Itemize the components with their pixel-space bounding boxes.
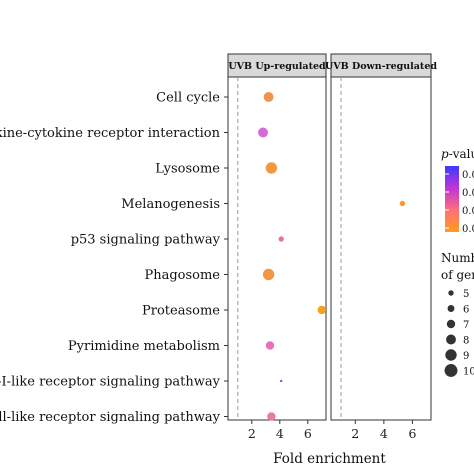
color-legend-title-rest: -value — [449, 147, 474, 161]
size-legend-dot — [446, 334, 456, 345]
size-legend-title-line1: Numb — [441, 251, 474, 265]
color-legend-tick-label: 0.0 — [462, 224, 474, 235]
data-point — [265, 341, 275, 350]
size-legend-label: 5 — [463, 289, 469, 300]
size-legend-title-line2: of gen — [441, 268, 474, 282]
data-point — [278, 236, 284, 242]
x-tick-label: 6 — [304, 426, 312, 441]
size-legend-dot — [447, 305, 455, 312]
y-tick-label: Phagosome — [144, 268, 220, 283]
x-tick-label: 2 — [351, 426, 359, 441]
y-tick-label: Pyrimidine metabolism — [68, 339, 220, 354]
size-legend-label: 9 — [463, 351, 469, 362]
x-tick-label: 2 — [248, 426, 256, 441]
y-tick-label: Cell cycle — [156, 91, 220, 106]
y-tick-label: Melanogenesis — [121, 197, 220, 212]
size-legend-dot — [446, 319, 456, 329]
color-legend-title-italic: p — [441, 147, 449, 161]
data-point — [262, 268, 275, 281]
facet-strip-label: UVB Up-regulated — [228, 61, 326, 72]
data-point — [267, 412, 276, 421]
y-tick-label: ytokine-cytokine receptor interaction — [0, 126, 221, 141]
x-tick-label: 4 — [380, 426, 388, 441]
data-point — [258, 127, 268, 138]
color-legend-tick-label: 0.0 — [462, 170, 474, 181]
data-point — [280, 379, 283, 383]
size-legend-label: 8 — [463, 336, 469, 347]
y-tick-label: Proteasome — [142, 304, 220, 319]
panel-frame — [227, 76, 327, 421]
size-legend-label: 6 — [463, 305, 469, 316]
panel-frame — [330, 76, 432, 421]
y-tick-label: p53 signaling pathway — [71, 233, 221, 248]
data-point — [399, 200, 406, 207]
y-tick-label: Lysosome — [155, 162, 220, 177]
data-point — [317, 305, 326, 315]
y-tick-label: IG-I-like receptor signaling pathway — [0, 375, 221, 390]
size-legend-dot — [445, 349, 457, 361]
data-point — [265, 162, 278, 174]
x-tick-label: 4 — [276, 426, 284, 441]
x-axis-title: Fold enrichment — [273, 451, 386, 467]
y-tick-label: Toll-like receptor signaling pathway — [0, 410, 221, 425]
size-legend-label: 10 — [463, 367, 474, 378]
color-legend-title: p-value — [441, 147, 474, 161]
size-legend-dot — [444, 364, 458, 377]
facet-strip-label: UVB Down-regulated — [325, 61, 437, 72]
color-legend-tick-label: 0.0 — [462, 188, 474, 199]
size-legend-label: 7 — [463, 320, 469, 331]
data-point — [263, 92, 274, 102]
color-legend-tick-label: 0.0 — [462, 206, 474, 217]
color-legend-bar — [445, 166, 459, 232]
x-tick-label: 6 — [408, 426, 416, 441]
size-legend-dot — [448, 290, 454, 296]
